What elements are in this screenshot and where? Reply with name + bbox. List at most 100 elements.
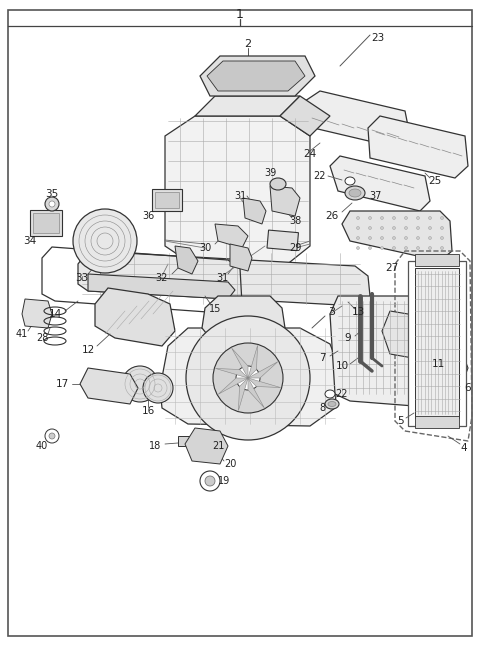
Text: 13: 13	[351, 307, 365, 317]
Circle shape	[200, 471, 220, 491]
Circle shape	[417, 226, 420, 230]
Bar	[33, 213, 59, 233]
Polygon shape	[165, 116, 310, 266]
Circle shape	[236, 366, 260, 390]
Bar	[155, 192, 179, 208]
Text: 33: 33	[75, 273, 89, 283]
Text: 15: 15	[209, 304, 221, 314]
Text: 26: 26	[325, 211, 338, 221]
Circle shape	[205, 476, 215, 486]
Text: 1: 1	[236, 9, 244, 22]
Text: 35: 35	[46, 189, 59, 199]
Bar	[415, 416, 459, 428]
Polygon shape	[218, 378, 248, 394]
Text: 6: 6	[465, 383, 471, 393]
Text: 29: 29	[289, 243, 301, 253]
Polygon shape	[80, 368, 138, 404]
Polygon shape	[248, 378, 264, 408]
Text: 38: 38	[289, 216, 301, 226]
Circle shape	[213, 343, 283, 413]
Text: 8: 8	[319, 403, 325, 413]
Ellipse shape	[328, 401, 336, 407]
Text: 25: 25	[428, 176, 442, 186]
Ellipse shape	[345, 186, 365, 200]
Circle shape	[441, 237, 444, 239]
Polygon shape	[270, 186, 300, 216]
Polygon shape	[22, 299, 52, 328]
Text: 21: 21	[212, 441, 224, 451]
Circle shape	[186, 316, 310, 440]
Text: 39: 39	[264, 168, 276, 178]
Bar	[198, 434, 212, 446]
Text: 31: 31	[234, 191, 246, 201]
Text: 17: 17	[55, 379, 69, 389]
Polygon shape	[248, 361, 278, 378]
Circle shape	[73, 209, 137, 273]
Text: 16: 16	[142, 406, 155, 416]
Circle shape	[381, 247, 384, 249]
Bar	[408, 261, 466, 426]
Circle shape	[381, 216, 384, 220]
Polygon shape	[330, 296, 448, 408]
Circle shape	[49, 201, 55, 207]
Bar	[30, 210, 62, 236]
Polygon shape	[202, 296, 285, 346]
Text: 27: 27	[385, 263, 398, 273]
Text: 40: 40	[36, 441, 48, 451]
Ellipse shape	[325, 390, 335, 398]
Circle shape	[393, 216, 396, 220]
Polygon shape	[342, 211, 452, 261]
Text: 24: 24	[303, 149, 317, 159]
Text: 4: 4	[461, 443, 468, 453]
Text: 12: 12	[82, 345, 95, 355]
Text: 3: 3	[328, 307, 336, 317]
Polygon shape	[248, 378, 281, 388]
Circle shape	[369, 237, 372, 239]
Bar	[152, 189, 182, 211]
Circle shape	[405, 216, 408, 220]
Bar	[415, 254, 459, 266]
Circle shape	[393, 247, 396, 249]
Circle shape	[429, 226, 432, 230]
Polygon shape	[305, 91, 410, 146]
Circle shape	[369, 247, 372, 249]
Circle shape	[381, 237, 384, 239]
Text: 9: 9	[345, 333, 351, 343]
Circle shape	[405, 237, 408, 239]
Polygon shape	[185, 428, 228, 464]
Circle shape	[393, 237, 396, 239]
Circle shape	[429, 247, 432, 249]
Text: 36: 36	[142, 211, 154, 221]
Circle shape	[122, 366, 158, 402]
Circle shape	[381, 226, 384, 230]
Circle shape	[417, 247, 420, 249]
Circle shape	[393, 226, 396, 230]
Circle shape	[441, 247, 444, 249]
Bar	[178, 436, 194, 446]
Text: 41: 41	[16, 329, 28, 339]
Text: 22: 22	[314, 171, 326, 181]
Polygon shape	[78, 251, 370, 306]
Polygon shape	[207, 61, 305, 91]
Text: 14: 14	[48, 309, 61, 319]
Ellipse shape	[325, 399, 339, 409]
Text: 37: 37	[369, 191, 381, 201]
Text: 18: 18	[149, 441, 161, 451]
Circle shape	[45, 429, 59, 443]
Circle shape	[45, 197, 59, 211]
Polygon shape	[200, 56, 315, 96]
Polygon shape	[230, 244, 252, 271]
Text: 19: 19	[218, 476, 230, 486]
Bar	[415, 268, 459, 418]
Bar	[267, 230, 299, 251]
Circle shape	[357, 237, 360, 239]
Polygon shape	[248, 345, 258, 378]
Polygon shape	[232, 348, 248, 378]
Circle shape	[405, 247, 408, 249]
Polygon shape	[215, 224, 248, 248]
Circle shape	[405, 226, 408, 230]
Text: 30: 30	[199, 243, 211, 253]
Circle shape	[143, 373, 173, 403]
Polygon shape	[368, 116, 468, 178]
Circle shape	[441, 216, 444, 220]
